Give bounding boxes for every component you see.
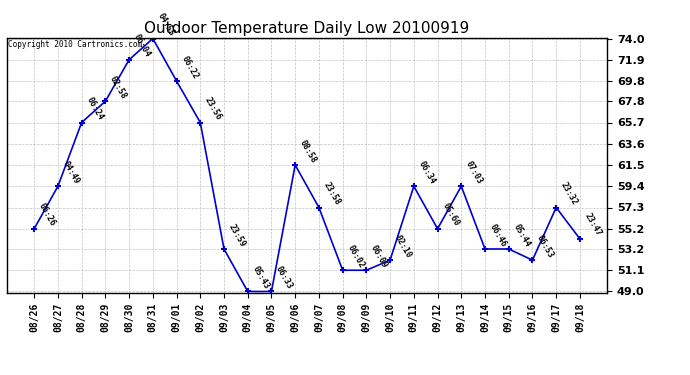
Text: 06:22: 06:22 [179, 54, 199, 80]
Text: 23:47: 23:47 [582, 212, 603, 238]
Text: 06:33: 06:33 [274, 264, 295, 291]
Text: 05:44: 05:44 [511, 222, 532, 248]
Text: 06:02: 06:02 [346, 243, 366, 270]
Text: 23:59: 23:59 [227, 222, 247, 248]
Text: 02:58: 02:58 [108, 74, 128, 100]
Text: 06:46: 06:46 [488, 222, 508, 248]
Text: 06:53: 06:53 [535, 233, 555, 260]
Text: 06:24: 06:24 [84, 96, 105, 122]
Text: 23:58: 23:58 [322, 181, 342, 207]
Text: 06:09: 06:09 [369, 243, 389, 270]
Text: 05:60: 05:60 [440, 202, 461, 228]
Text: 04:55: 04:55 [156, 12, 176, 38]
Text: 06:34: 06:34 [417, 159, 437, 186]
Text: 02:10: 02:10 [393, 233, 413, 260]
Text: 06:26: 06:26 [37, 202, 57, 228]
Text: 23:56: 23:56 [203, 96, 224, 122]
Title: Outdoor Temperature Daily Low 20100919: Outdoor Temperature Daily Low 20100919 [144, 21, 470, 36]
Text: 04:49: 04:49 [61, 159, 81, 186]
Text: 23:32: 23:32 [559, 181, 580, 207]
Text: 07:03: 07:03 [464, 159, 484, 186]
Text: Copyright 2010 Cartronics.com: Copyright 2010 Cartronics.com [8, 40, 142, 49]
Text: 08:58: 08:58 [298, 138, 318, 164]
Text: 05:43: 05:43 [250, 264, 270, 291]
Text: 06:04: 06:04 [132, 33, 152, 59]
